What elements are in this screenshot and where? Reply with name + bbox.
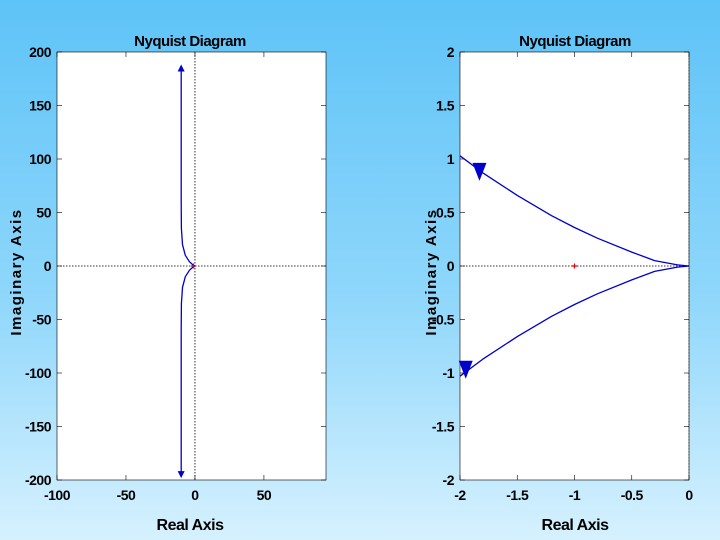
y-tick-label: 100 [29,151,52,167]
y-tick-label: -200 [25,472,52,488]
x-tick-label: 50 [257,487,272,503]
y-tick-label: -100 [25,365,52,381]
y-tick-label: 0.5 [436,205,455,221]
x-tick-label: 0 [685,487,693,503]
x-axis-label-right: Real Axis [542,517,610,534]
y-tick-label: -150 [25,419,52,435]
x-tick-label: 0 [191,487,199,503]
y-tick-label: -50 [32,312,51,328]
chart-title-right: Nyquist Diagram [519,33,631,50]
y-tick-label: 50 [36,205,51,221]
y-tick-label: 0 [44,258,52,274]
direction-arrow [458,360,473,379]
chart-marks-right: 2 1.5 1 0.5 0 -0.5 -1 -1.5 -2-2 -1.5 -1 -0.5 0 [432,44,694,503]
y-axis-label-right: Imaginary Axis [423,208,440,335]
nyquist-chart-left: Nyquist Diagram Real Axis Imaginary Axis… [8,33,327,534]
x-tick-label: -50 [117,487,136,503]
x-axis-label-left: Real Axis [157,517,225,534]
y-tick-label: 1.5 [436,98,455,114]
x-tick-label: -1.5 [506,487,529,503]
x-tick-label: -0.5 [621,487,644,503]
chart-title-left: Nyquist Diagram [134,33,246,50]
y-tick-label: -1.5 [432,419,455,435]
series-line-1 [180,68,196,267]
series-line-1 [459,155,690,267]
y-tick-label: -0.5 [432,312,455,328]
nyquist-chart-right: Nyquist Diagram Real Axis Imaginary Axis… [423,33,694,534]
y-tick-label: 2 [447,44,455,60]
y-tick-label: 200 [29,44,52,60]
series-line-2 [180,265,196,475]
y-axis-label-left: Imaginary Axis [8,208,25,335]
y-tick-label: 1 [447,151,455,167]
series-line-2 [459,265,690,377]
y-tick-label: 150 [29,98,52,114]
y-tick-label: -1 [443,365,455,381]
x-tick-label: -2 [454,487,466,503]
direction-arrow [472,162,487,181]
direction-arrow [177,64,185,72]
x-tick-label: -1 [569,487,581,503]
direction-arrow [177,471,185,479]
x-tick-label: -100 [44,487,71,503]
y-tick-label: 0 [447,258,455,274]
critical-point-marker [572,263,577,269]
critical-point-marker [191,263,197,269]
y-tick-label: -2 [443,472,455,488]
